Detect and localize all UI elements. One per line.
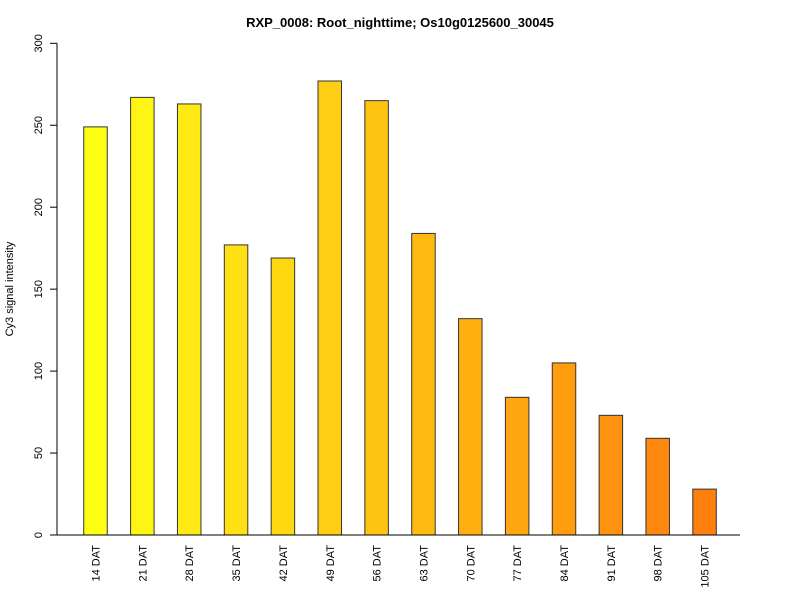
bar-49-dat <box>317 80 342 536</box>
bar-91-dat <box>598 414 624 536</box>
bar-77-dat <box>504 396 530 536</box>
x-axis-labels: 14 DAT 21 DAT 28 DAT 35 DAT 42 DAT 49 DAT 56 D… <box>91 545 712 588</box>
y-axis: 0 50 100 150 200 250 300 <box>33 34 58 538</box>
bar-21-dat <box>130 96 155 536</box>
x-tick-label: 14 DAT <box>91 545 103 582</box>
y-axis-label: Cy3 signal intensity <box>4 241 16 336</box>
bar-14-dat <box>83 126 108 536</box>
bar-70-dat <box>458 318 483 536</box>
y-tick-label: 50 <box>33 447 45 459</box>
y-tick-label: 0 <box>33 532 45 538</box>
bar-28-dat <box>176 103 202 536</box>
y-tick-label: 300 <box>33 34 45 52</box>
x-tick-label: 56 DAT <box>372 545 384 582</box>
bar-105-dat <box>692 488 717 536</box>
x-tick-label: 35 DAT <box>231 545 243 582</box>
y-tick-label: 200 <box>33 198 45 216</box>
x-tick-label: 21 DAT <box>137 545 149 582</box>
bar-56-dat <box>364 100 389 536</box>
y-tick-label: 250 <box>33 116 45 134</box>
bar-42-dat <box>270 257 296 536</box>
bar-63-dat <box>411 232 436 536</box>
y-tick-label: 100 <box>33 362 45 380</box>
x-tick-label: 91 DAT <box>606 545 618 582</box>
x-tick-label: 70 DAT <box>465 545 477 582</box>
x-tick-label: 105 DAT <box>700 545 712 588</box>
x-tick-label: 63 DAT <box>418 545 430 582</box>
bar-35-dat <box>223 244 249 536</box>
x-tick-label: 98 DAT <box>653 545 665 582</box>
x-tick-label: 77 DAT <box>512 545 524 582</box>
x-tick-label: 42 DAT <box>278 545 290 582</box>
bar-84-dat <box>551 362 577 536</box>
x-tick-label: 49 DAT <box>325 545 337 582</box>
y-tick-label: 150 <box>33 280 45 298</box>
bar-98-dat <box>645 437 670 536</box>
bars <box>83 80 717 536</box>
x-tick-label: 28 DAT <box>184 545 196 582</box>
x-tick-label: 84 DAT <box>559 545 571 582</box>
chart-title: RXP_0008: Root_nighttime; Os10g0125600_3… <box>246 15 554 30</box>
